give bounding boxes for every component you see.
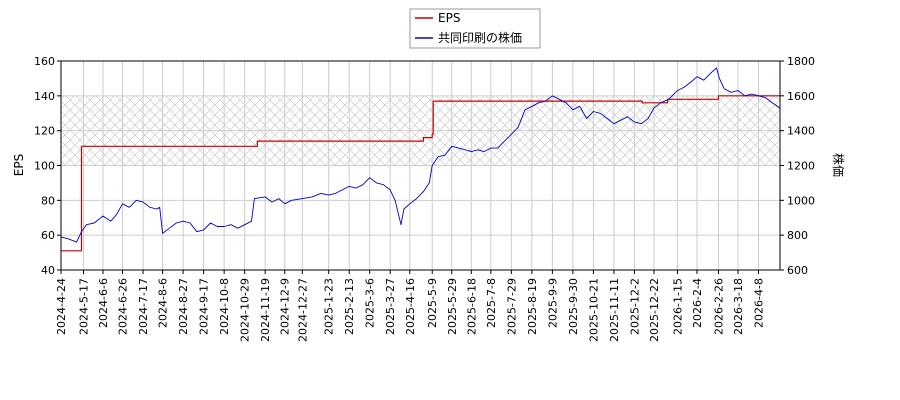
x-tick-label: 2025-5-9 bbox=[426, 278, 439, 328]
legend-label-eps: EPS bbox=[438, 11, 460, 25]
x-tick-label: 2024-7-17 bbox=[137, 278, 150, 335]
y-tick-label-right: 600 bbox=[787, 264, 808, 277]
x-tick-label: 2025-11-11 bbox=[608, 278, 621, 342]
x-tick-label: 2025-1-23 bbox=[323, 278, 336, 335]
y-tick-label-left: 40 bbox=[41, 264, 55, 277]
y-tick-label-right: 1600 bbox=[787, 90, 815, 103]
y-tick-label-left: 160 bbox=[34, 55, 55, 68]
x-tick-label: 2026-4-8 bbox=[753, 278, 766, 328]
x-tick-label: 2025-7-8 bbox=[485, 278, 498, 328]
x-tick-label: 2024-10-8 bbox=[218, 278, 231, 335]
y-tick-label-right: 1200 bbox=[787, 160, 815, 173]
x-tick-label: 2024-5-17 bbox=[77, 278, 90, 335]
x-tick-label: 2025-9-9 bbox=[546, 278, 559, 328]
y-tick-label-left: 140 bbox=[34, 90, 55, 103]
x-tick-label: 2024-4-24 bbox=[55, 278, 68, 335]
y-tick-label-right: 800 bbox=[787, 229, 808, 242]
x-tick-label: 2026-3-18 bbox=[732, 278, 745, 335]
x-tick-label: 2025-8-19 bbox=[526, 278, 539, 335]
x-tick-label: 2025-2-13 bbox=[343, 278, 356, 335]
x-tick-label: 2024-11-19 bbox=[259, 278, 272, 342]
x-tick-label: 2024-12-9 bbox=[279, 278, 292, 335]
y-axis-label-right: 株価 bbox=[831, 153, 846, 177]
y-tick-label-right: 1800 bbox=[787, 55, 815, 68]
x-tick-label: 2025-3-27 bbox=[384, 278, 397, 335]
x-tick-label: 2025-6-18 bbox=[465, 278, 478, 335]
y-tick-label-right: 1400 bbox=[787, 125, 815, 138]
y-tick-label-left: 80 bbox=[41, 194, 55, 207]
stock-price-line bbox=[60, 67, 781, 243]
x-tick-label: 2026-2-26 bbox=[712, 278, 725, 335]
x-tick-label: 2025-12-2 bbox=[628, 278, 641, 335]
x-tick-label: 2026-1-15 bbox=[671, 278, 684, 335]
x-tick-label: 2025-7-29 bbox=[505, 278, 518, 335]
y-tick-label-left: 120 bbox=[34, 125, 55, 138]
x-tick-label: 2024-8-27 bbox=[177, 278, 190, 335]
legend-label-price: 共同印刷の株価 bbox=[438, 30, 522, 45]
y-tick-label-left: 100 bbox=[34, 160, 55, 173]
y-axis-label-left: EPS bbox=[12, 154, 26, 176]
x-tick-label: 2025-4-16 bbox=[404, 278, 417, 335]
x-tick-label: 2024-6-26 bbox=[117, 278, 130, 335]
x-tick-label: 2025-9-30 bbox=[567, 278, 580, 335]
x-tick-label: 2025-10-21 bbox=[587, 278, 600, 342]
x-tick-label: 2024-6-6 bbox=[97, 278, 110, 328]
x-tick-label: 2025-12-22 bbox=[648, 278, 661, 342]
plot-frame bbox=[60, 60, 781, 271]
x-tick-label: 2024-10-29 bbox=[239, 278, 252, 342]
x-tick-label: 2024-9-17 bbox=[198, 278, 211, 335]
x-tick-label: 2024-12-27 bbox=[296, 278, 309, 342]
x-tick-label: 2026-2-4 bbox=[691, 278, 704, 328]
x-tick-label: 2025-3-6 bbox=[364, 278, 377, 328]
x-tick-label: 2024-8-6 bbox=[157, 278, 170, 328]
legend-box bbox=[409, 8, 541, 49]
y-tick-label-left: 60 bbox=[41, 229, 55, 242]
legend: EPS 共同印刷の株価 bbox=[409, 8, 541, 49]
x-tick-label: 2025-5-29 bbox=[446, 278, 459, 335]
y-tick-label-right: 1000 bbox=[787, 194, 815, 207]
